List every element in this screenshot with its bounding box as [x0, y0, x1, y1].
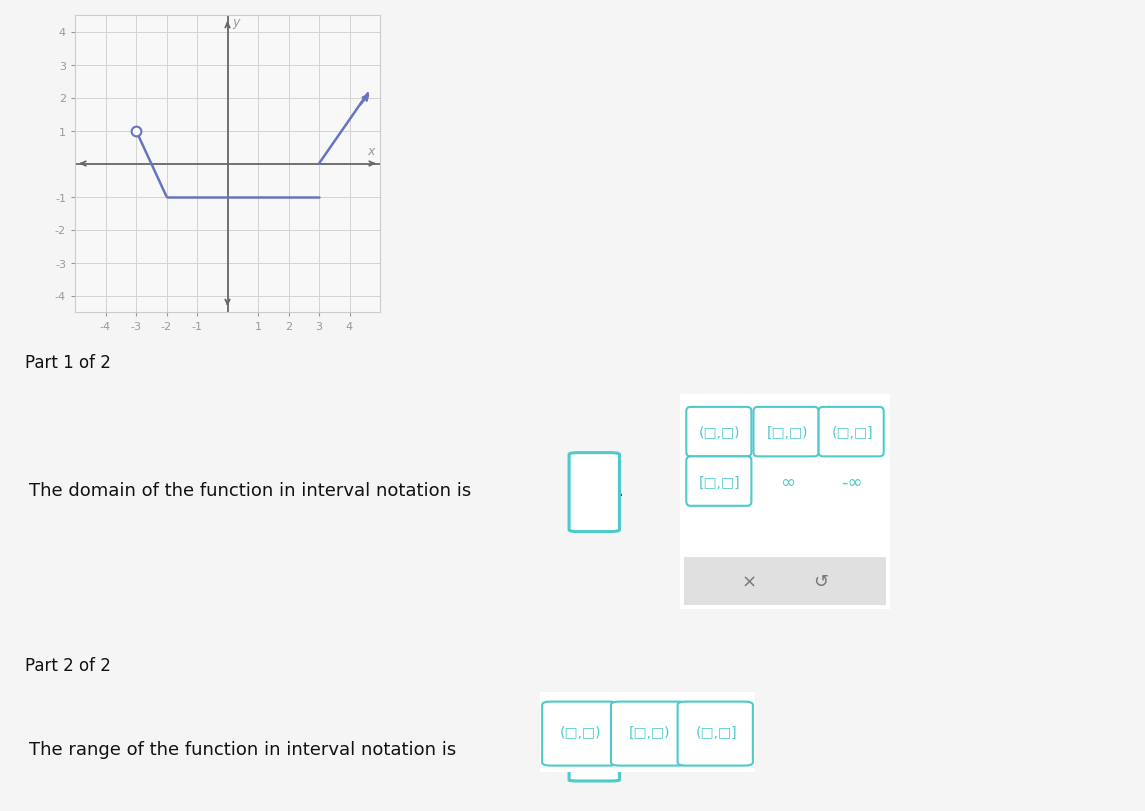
Text: (□,□): (□,□) — [560, 725, 601, 739]
Text: ∞: ∞ — [780, 474, 795, 491]
Text: (□,□]: (□,□] — [831, 425, 872, 439]
Text: ×: × — [742, 573, 757, 590]
FancyBboxPatch shape — [678, 702, 753, 766]
Text: x: x — [368, 144, 376, 157]
FancyBboxPatch shape — [542, 702, 617, 766]
Text: -∞: -∞ — [842, 474, 863, 491]
Text: ↺: ↺ — [813, 573, 828, 590]
FancyBboxPatch shape — [611, 702, 686, 766]
Text: .: . — [617, 740, 623, 758]
Bar — [685, 558, 886, 605]
Text: .: . — [617, 481, 623, 499]
Text: Part 2 of 2: Part 2 of 2 — [25, 657, 111, 675]
Text: y: y — [232, 16, 239, 29]
FancyBboxPatch shape — [686, 407, 751, 457]
FancyBboxPatch shape — [819, 407, 884, 457]
Text: The domain of the function in interval notation is: The domain of the function in interval n… — [29, 481, 471, 499]
FancyBboxPatch shape — [569, 714, 619, 781]
FancyBboxPatch shape — [536, 690, 759, 774]
Text: Part 1 of 2: Part 1 of 2 — [25, 353, 111, 371]
Text: [□,□): [□,□) — [629, 725, 671, 739]
FancyBboxPatch shape — [676, 390, 894, 614]
FancyBboxPatch shape — [753, 407, 819, 457]
FancyBboxPatch shape — [569, 453, 619, 532]
Text: [□,□]: [□,□] — [700, 475, 741, 490]
Text: [□,□): [□,□) — [766, 425, 808, 439]
Text: (□,□]: (□,□] — [695, 725, 737, 739]
Text: The range of the function in interval notation is: The range of the function in interval no… — [29, 740, 456, 758]
Text: (□,□): (□,□) — [700, 425, 741, 439]
FancyBboxPatch shape — [686, 457, 751, 506]
